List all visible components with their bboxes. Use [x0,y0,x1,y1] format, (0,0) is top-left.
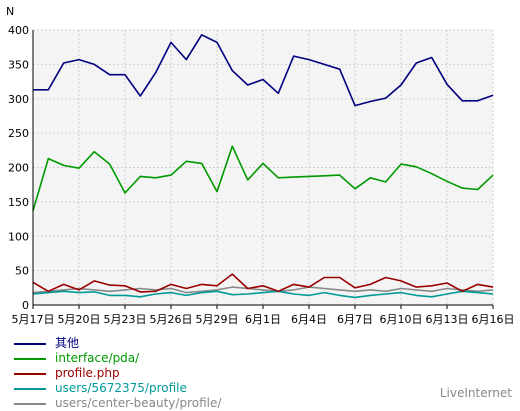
x-tick-label: 5月20日 [58,313,101,326]
legend-swatch [14,372,46,375]
legend-item: 其他 [14,336,221,351]
series-line [32,145,494,212]
legend-swatch [14,402,46,405]
y-axis-label: N [6,5,14,18]
series-lines [32,33,494,299]
legend-item: interface/pda/ [14,351,221,366]
legend: 其他 interface/pda/profile.php users/5672375… [14,336,221,411]
y-tick-label: 400 [8,24,29,37]
legend-label: users/center-beauty/profile/ [55,396,222,410]
y-tick-label: 0 [22,299,29,312]
y-tick-label: 50 [15,265,29,278]
x-tick-label: 6月13日 [426,313,469,326]
y-tick-label: 350 [8,58,29,71]
legend-item: users/center-beauty/profile/ [14,396,221,411]
legend-label: 其他 [55,336,80,350]
y-tick-label: 300 [8,93,29,106]
x-tick-label: 6月16日 [472,313,515,326]
y-tick-label: 100 [8,230,29,243]
y-tick-label: 150 [8,196,29,209]
legend-item: profile.php [14,366,221,381]
x-tick-labels: 5月17日 5月20日 5月23日 5月26日 5月29日 6月1日 6月4日 6月7日 6月1… [12,313,515,326]
brand-label: LiveInternet [439,386,512,400]
x-tick-label: 5月26日 [150,313,193,326]
y-tick-label: 200 [8,162,29,175]
series-line [32,286,494,294]
legend-swatch [14,342,46,345]
x-tick-label: 6月7日 [337,313,373,326]
legend-swatch [14,387,46,390]
legend-item: users/5672375/profile [14,381,221,396]
y-tick-label: 250 [8,127,29,140]
legend-label: profile.php [55,366,120,380]
x-tick-label: 6月1日 [245,313,281,326]
series-line [32,273,494,293]
x-tick-label: 5月23日 [104,313,147,326]
series-line [33,33,494,107]
x-tick-label: 6月4日 [291,313,327,326]
legend-label: interface/pda/ [55,351,140,365]
legend-swatch [14,357,46,360]
legend-label: users/5672375/profile [55,381,187,395]
series-line [32,290,494,299]
x-tick-label: 5月17日 [12,313,55,326]
axes [32,30,494,309]
y-tick-labels: 0 50 100 150 200 250 300 350 400 [8,24,29,312]
x-tick-label: 5月29日 [196,313,239,326]
x-tick-label: 6月10日 [380,313,423,326]
grid-lines [32,29,494,305]
